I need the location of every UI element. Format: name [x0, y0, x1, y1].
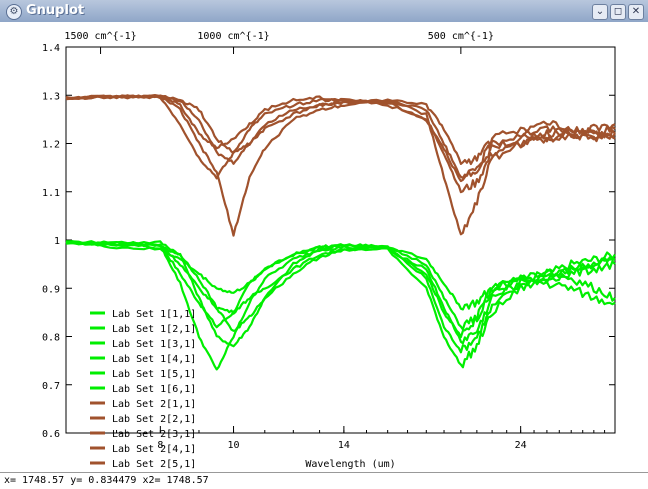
- chart-svg[interactable]: 0.6 0.7 0.8 0.9 1 1.1 1.2 1.3 1.4 8 10 14 24 1500 cm^…: [0, 22, 648, 472]
- legend-label-4: Lab Set 1[4,1]: [112, 354, 196, 365]
- y-tick-label: 0.7: [42, 381, 60, 392]
- legend-label-1: Lab Set 1[1,1]: [112, 309, 196, 320]
- series-line-6[interactable]: [65, 242, 616, 311]
- series-line-2[interactable]: [65, 240, 616, 354]
- restore-icon[interactable]: ◻: [610, 4, 626, 20]
- x2-tick-label: 500 cm^{-1}: [428, 31, 494, 42]
- legend-label-10: Lab Set 2[4,1]: [112, 444, 196, 455]
- x-tick-label: 8: [157, 440, 163, 451]
- y-tick-label: 1.2: [42, 140, 60, 151]
- series-line-9[interactable]: [65, 94, 616, 194]
- close-icon[interactable]: ✕: [628, 4, 644, 20]
- title-bar[interactable]: ⚙ Gnuplot ⌄ ◻ ✕: [0, 0, 648, 23]
- series-line-3[interactable]: [65, 240, 616, 371]
- x-tick-label: 14: [338, 440, 350, 451]
- series-line-8[interactable]: [65, 94, 616, 179]
- app-icon[interactable]: ⚙: [6, 4, 22, 20]
- chevron-down-icon[interactable]: ⌄: [592, 4, 608, 20]
- x2-tick-label: 1500 cm^{-1}: [64, 31, 136, 42]
- legend-label-7: Lab Set 2[1,1]: [112, 399, 196, 410]
- y-tick-label: 0.6: [42, 429, 60, 440]
- y-tick-label: 1.1: [42, 188, 60, 199]
- legend-label-3: Lab Set 1[3,1]: [112, 339, 196, 350]
- y-tick-label: 1: [54, 236, 60, 247]
- series-line-7[interactable]: [65, 94, 616, 237]
- window-title: Gnuplot: [26, 3, 85, 18]
- coordinate-readout: x= 1748.57 y= 0.834479 x2= 1748.57: [4, 475, 209, 486]
- x2-tick-label: 1000 cm^{-1}: [197, 31, 269, 42]
- series-line-11[interactable]: [65, 94, 616, 183]
- x-tick-label: 24: [515, 440, 527, 451]
- plot-area[interactable]: 0.6 0.7 0.8 0.9 1 1.1 1.2 1.3 1.4 8 10 14 24 1500 cm^…: [0, 22, 648, 472]
- y-tick-label: 0.8: [42, 333, 60, 344]
- x-axis-label: Wavelength (um): [305, 459, 395, 470]
- x-tick-label: 10: [228, 440, 240, 451]
- series-line-10[interactable]: [65, 94, 616, 166]
- legend-label-5: Lab Set 1[5,1]: [112, 369, 196, 380]
- legend-label-2: Lab Set 1[2,1]: [112, 324, 196, 335]
- y-tick-label: 0.9: [42, 284, 60, 295]
- legend-label-8: Lab Set 2[2,1]: [112, 414, 196, 425]
- status-bar: x= 1748.57 y= 0.834479 x2= 1748.57: [0, 472, 648, 489]
- y-tick-label: 1.3: [42, 91, 60, 102]
- legend-label-11: Lab Set 2[5,1]: [112, 459, 196, 470]
- y-tick-label: 1.4: [42, 43, 60, 54]
- series-line-1[interactable]: [65, 240, 616, 339]
- legend-label-9: Lab Set 2[3,1]: [112, 429, 196, 440]
- legend-label-6: Lab Set 1[6,1]: [112, 384, 196, 395]
